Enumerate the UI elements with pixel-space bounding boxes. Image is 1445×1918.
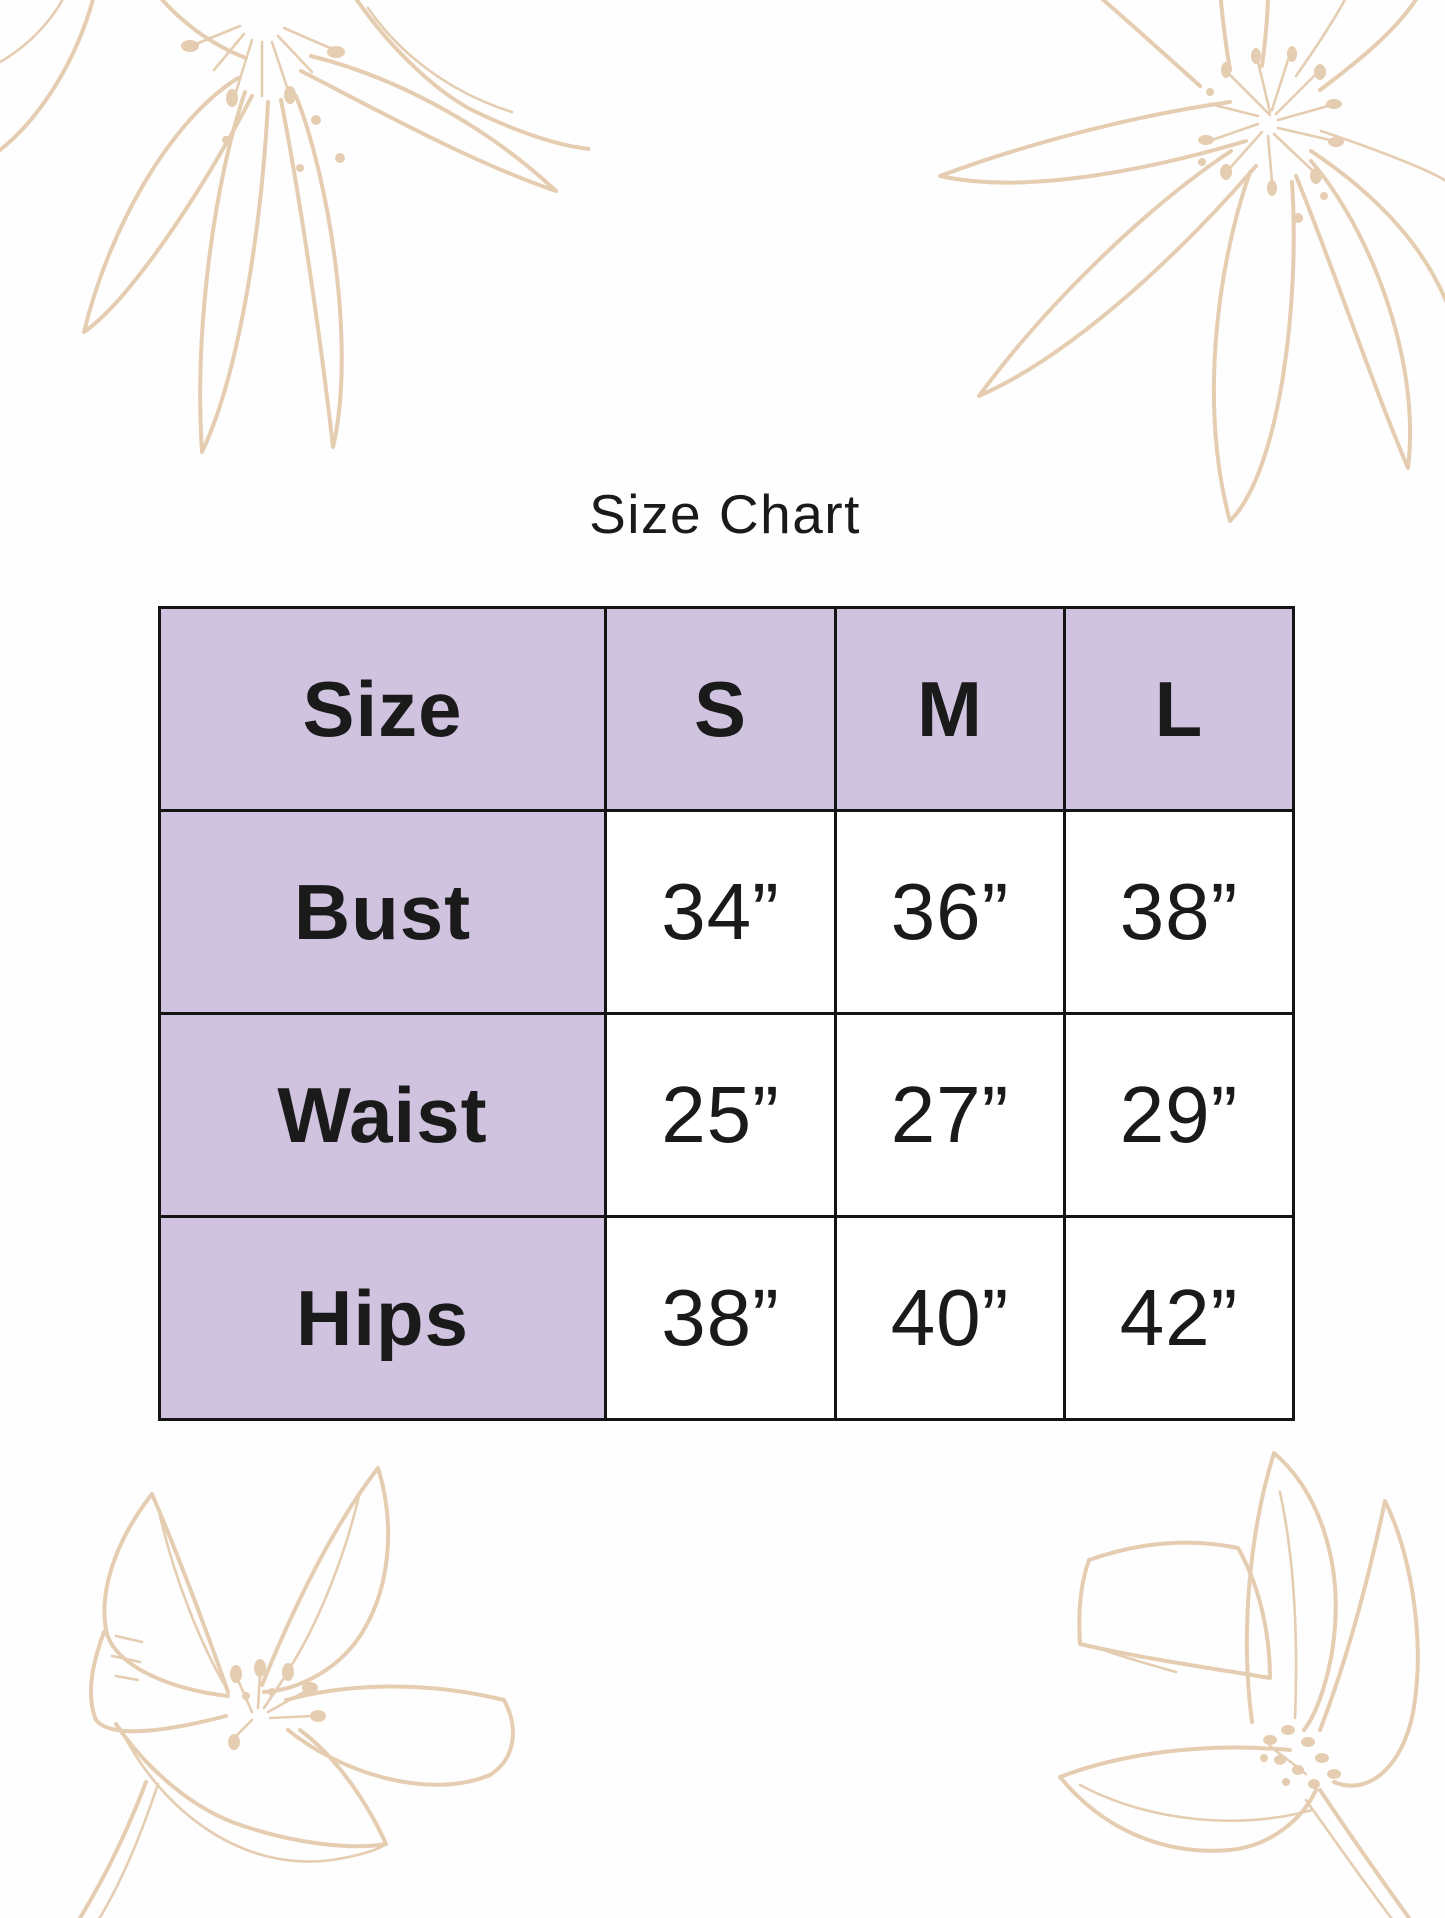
table-row-hips: Hips 38” 40” 42” [158,1215,1295,1421]
waist-l-value: 29” [1063,1012,1295,1218]
header-cell-size: Size [158,606,607,812]
row-label-bust: Bust [158,809,607,1015]
table-row-bust: Bust 34” 36” 38” [158,809,1295,1015]
page-title: Size Chart [589,483,861,545]
bust-m-value: 36” [834,809,1066,1015]
size-chart-table: Size S M L Bust 34” 36” 38” Waist 25” 27… [158,606,1295,1421]
waist-m-value: 27” [834,1012,1066,1218]
waist-s-value: 25” [604,1012,837,1218]
flower-sketch-top-right [938,0,1445,523]
table-header-row: Size S M L [158,606,1295,812]
flower-sketch-bottom-right [1058,1451,1420,1918]
header-cell-s: S [604,606,837,812]
hips-s-value: 38” [604,1215,837,1421]
header-cell-m: M [834,606,1066,812]
hips-l-value: 42” [1063,1215,1295,1421]
row-label-waist: Waist [158,1012,607,1218]
bust-l-value: 38” [1063,809,1295,1015]
bust-s-value: 34” [604,809,837,1015]
flower-sketch-bottom-left [77,1466,515,1918]
hips-m-value: 40” [834,1215,1066,1421]
header-cell-l: L [1063,606,1295,812]
row-label-hips: Hips [158,1215,607,1421]
flower-sketch-top-left [0,0,590,454]
table-row-waist: Waist 25” 27” 29” [158,1012,1295,1218]
